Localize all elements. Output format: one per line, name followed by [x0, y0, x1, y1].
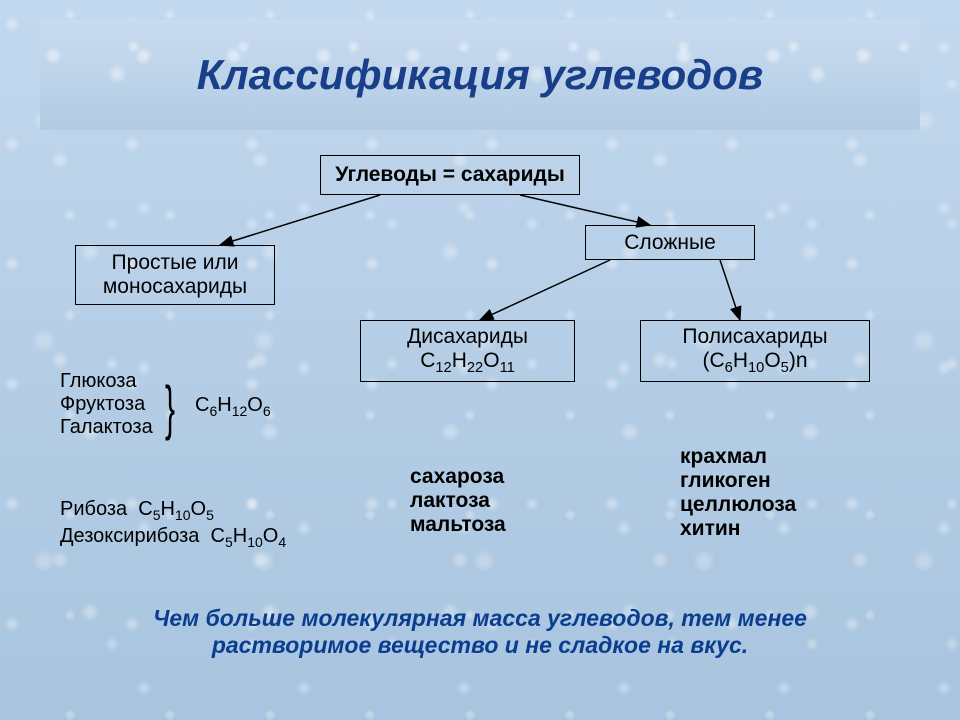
node-simple: Простые или моносахариды	[75, 245, 275, 305]
pentose-deoxyribose: Дезоксирибоза C5H10O4	[60, 525, 286, 550]
hexose-formula: C6H12O6	[195, 394, 271, 419]
node-disaccharides: Дисахариды C12H22O11	[360, 320, 575, 382]
polysaccharide-examples: крахмалгликогенцеллюлозахитин	[680, 445, 796, 541]
conclusion-line2: растворимое вещество и не сладкое на вку…	[60, 632, 900, 659]
node-root: Углеводы = сахариды	[320, 155, 580, 195]
conclusion-line1: Чем больше молекулярная масса углеводов,…	[60, 605, 900, 632]
node-poly-line1: Полисахариды	[682, 325, 827, 349]
title-band: Классификация углеводов	[40, 20, 920, 130]
disaccharide-examples: сахарозалактозамальтоза	[410, 465, 506, 537]
page-title: Классификация углеводов	[197, 51, 764, 99]
brace-icon: }	[165, 378, 175, 438]
hexose-list: ГлюкозаФруктозаГалактоза	[60, 370, 153, 439]
conclusion-text: Чем больше молекулярная масса углеводов,…	[60, 605, 900, 659]
node-complex: Сложные	[585, 225, 755, 260]
node-complex-label: Сложные	[624, 231, 716, 255]
node-polysaccharides: Полисахариды (C6H10O5)n	[640, 320, 870, 382]
node-simple-line2: моносахариды	[103, 275, 247, 299]
node-root-label: Углеводы = сахариды	[335, 163, 565, 187]
pentose-ribose: Рибоза C5H10O5	[60, 498, 214, 523]
node-di-formula: C12H22O11	[407, 349, 528, 376]
node-poly-formula: (C6H10O5)n	[682, 349, 827, 376]
node-di-line1: Дисахариды	[407, 325, 528, 349]
node-simple-line1: Простые или	[103, 251, 247, 275]
